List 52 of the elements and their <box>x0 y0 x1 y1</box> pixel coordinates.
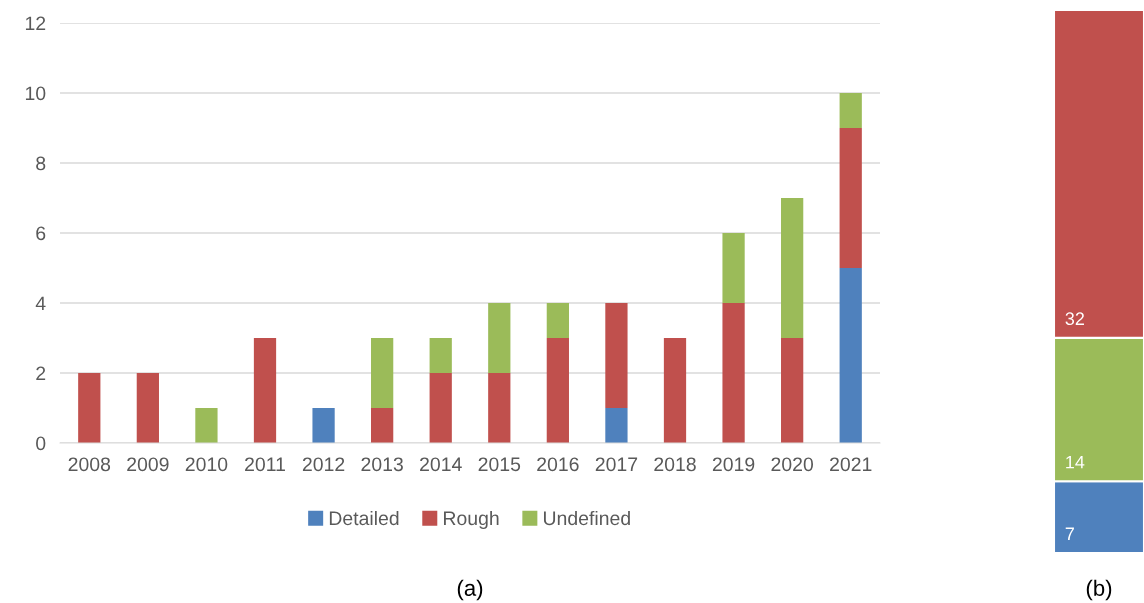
bar <box>371 408 394 443</box>
bar <box>78 373 101 443</box>
x-tick-label: 2008 <box>68 457 111 472</box>
y-tick-label: 10 <box>25 86 46 101</box>
bar <box>605 303 628 408</box>
bar <box>488 303 511 373</box>
bar <box>722 303 745 443</box>
bar <box>429 338 452 373</box>
x-tick-label: 2014 <box>420 457 462 472</box>
bar <box>312 408 335 443</box>
y-tick-label: 2 <box>36 366 46 381</box>
bar <box>488 373 511 443</box>
x-tick-label: 2016 <box>537 457 579 472</box>
bar <box>781 338 804 443</box>
y-tick-label: 0 <box>36 436 46 451</box>
bar <box>839 268 862 443</box>
x-tick-label: 2010 <box>185 457 228 472</box>
x-tick-label: 2015 <box>478 457 521 472</box>
x-tick-label: 2012 <box>302 457 345 472</box>
x-tick-label: 2019 <box>712 457 755 472</box>
legend-label: Rough <box>444 510 499 530</box>
bar <box>839 128 862 268</box>
x-tick-label: 2011 <box>245 457 285 472</box>
y-tick-label: 8 <box>36 156 46 171</box>
x-tick-label: 2021 <box>830 457 872 472</box>
legend-label: Detailed <box>329 510 399 526</box>
data-label: 7 <box>1065 527 1074 541</box>
bar <box>663 338 687 443</box>
bar <box>546 303 569 338</box>
x-tick-label: 2013 <box>361 457 403 472</box>
data-label: 32 <box>1065 312 1084 326</box>
bar <box>605 408 628 443</box>
bar <box>839 93 862 128</box>
y-tick-label: 4 <box>35 296 46 311</box>
bar <box>429 373 452 443</box>
bar <box>722 233 745 303</box>
bar <box>781 198 804 338</box>
bar <box>195 408 218 443</box>
y-tick-label: 12 <box>25 16 46 31</box>
x-tick-label: 2017 <box>595 457 638 472</box>
x-axis-title: (a) <box>457 579 483 601</box>
x-axis-title: (b) <box>1086 579 1112 601</box>
bar <box>371 338 394 408</box>
x-tick-label: 2018 <box>654 457 696 472</box>
bar <box>253 338 277 443</box>
bar <box>136 373 159 443</box>
x-tick-label: 2020 <box>771 457 814 472</box>
y-tick-label: 6 <box>36 226 46 241</box>
bar <box>546 338 569 443</box>
legend-label: Undefined <box>544 510 630 526</box>
data-label: 14 <box>1066 455 1085 469</box>
x-tick-label: 2009 <box>127 457 169 472</box>
